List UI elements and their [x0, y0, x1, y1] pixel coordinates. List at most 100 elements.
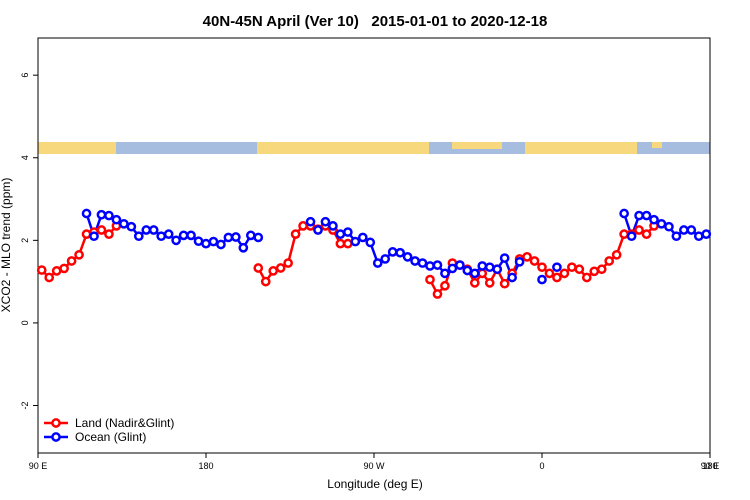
data-point	[611, 249, 622, 260]
data-point	[335, 229, 346, 239]
data-point	[641, 229, 652, 239]
data-point	[552, 272, 562, 283]
data-point	[238, 242, 249, 253]
data-point	[522, 252, 532, 262]
data-point	[492, 264, 503, 275]
y-axis-label: XCO2 - MLO trend (ppm)	[0, 178, 13, 313]
data-point	[484, 262, 495, 273]
data-point	[686, 225, 697, 235]
data-point	[537, 274, 547, 285]
data-point	[365, 237, 376, 248]
x-tick-label: 180	[702, 461, 717, 471]
data-point	[417, 258, 428, 268]
data-point	[357, 232, 368, 243]
data-point	[596, 264, 607, 275]
x-tick-label: 90 E	[701, 461, 720, 471]
data-point	[275, 263, 286, 273]
data-point	[574, 264, 585, 275]
y-tick-label: 2	[20, 238, 30, 243]
data-point	[634, 225, 644, 235]
x-tick-label: 90 E	[29, 461, 48, 471]
data-point	[395, 247, 405, 258]
data-point	[656, 218, 667, 229]
chart-title: 40N-45N April (Ver 10) 2015-01-01 to 202…	[203, 13, 548, 30]
data-point	[514, 256, 525, 267]
data-point	[96, 209, 107, 220]
data-point	[581, 272, 592, 283]
data-point	[544, 268, 555, 279]
data-point	[89, 231, 99, 242]
data-point	[126, 221, 137, 232]
data-point	[320, 216, 331, 227]
data-point	[477, 261, 488, 271]
legend: Land (Nadir&Glint)Ocean (Glint)	[44, 416, 174, 444]
data-point	[163, 229, 174, 239]
data-point	[343, 227, 353, 237]
data-point	[425, 261, 435, 271]
data-point	[469, 268, 480, 279]
data-point	[529, 256, 540, 266]
data-point	[619, 208, 629, 219]
data-point	[290, 229, 301, 239]
data-point	[537, 262, 547, 273]
data-point	[245, 230, 256, 241]
data-point	[66, 256, 77, 266]
data-point	[671, 231, 682, 242]
data-point	[477, 268, 488, 279]
data-point	[552, 262, 562, 273]
data-point	[260, 276, 271, 287]
data-point	[499, 278, 510, 289]
data-point	[44, 272, 55, 283]
data-point	[313, 225, 323, 235]
data-point	[283, 258, 293, 268]
surface-band	[38, 142, 710, 154]
data-point	[507, 272, 517, 283]
legend-marker	[51, 418, 61, 428]
x-tick-label: 90 W	[363, 461, 385, 471]
data-point	[343, 238, 353, 249]
data-point	[484, 278, 495, 288]
data-point	[649, 214, 659, 225]
data-point	[664, 221, 674, 232]
data-point	[626, 231, 637, 242]
data-point	[186, 230, 196, 241]
data-point	[455, 260, 465, 270]
data-point	[387, 247, 398, 257]
data-point	[335, 238, 346, 249]
data-point	[216, 239, 226, 250]
data-point	[74, 249, 84, 260]
data-point	[111, 214, 122, 225]
data-point	[402, 252, 413, 262]
data-point	[253, 263, 264, 273]
y-tick-label: 6	[20, 73, 30, 78]
data-point	[133, 231, 144, 242]
data-point	[51, 266, 62, 276]
data-point	[156, 231, 167, 242]
y-tick-label: 0	[20, 320, 30, 325]
data-point	[350, 236, 361, 247]
data-point	[589, 266, 600, 277]
data-point	[81, 229, 92, 239]
data-point	[372, 258, 383, 268]
data-point	[36, 265, 47, 275]
data-point	[469, 278, 480, 288]
data-point	[634, 210, 644, 221]
data-point	[440, 280, 450, 291]
data-point	[104, 229, 114, 239]
data-point	[305, 216, 316, 227]
data-point	[619, 229, 629, 239]
data-point	[432, 260, 443, 270]
data-point	[641, 210, 652, 221]
data-point	[559, 268, 570, 279]
data-point	[231, 232, 241, 242]
data-point	[193, 236, 204, 247]
data-point	[447, 263, 458, 274]
data-point	[201, 238, 211, 249]
series-line	[85, 213, 707, 281]
data-point	[567, 262, 577, 273]
data-point	[440, 268, 450, 279]
x-tick-label: 0	[539, 461, 544, 471]
data-point	[253, 232, 264, 243]
data-point	[178, 230, 189, 241]
data-point	[432, 289, 443, 299]
